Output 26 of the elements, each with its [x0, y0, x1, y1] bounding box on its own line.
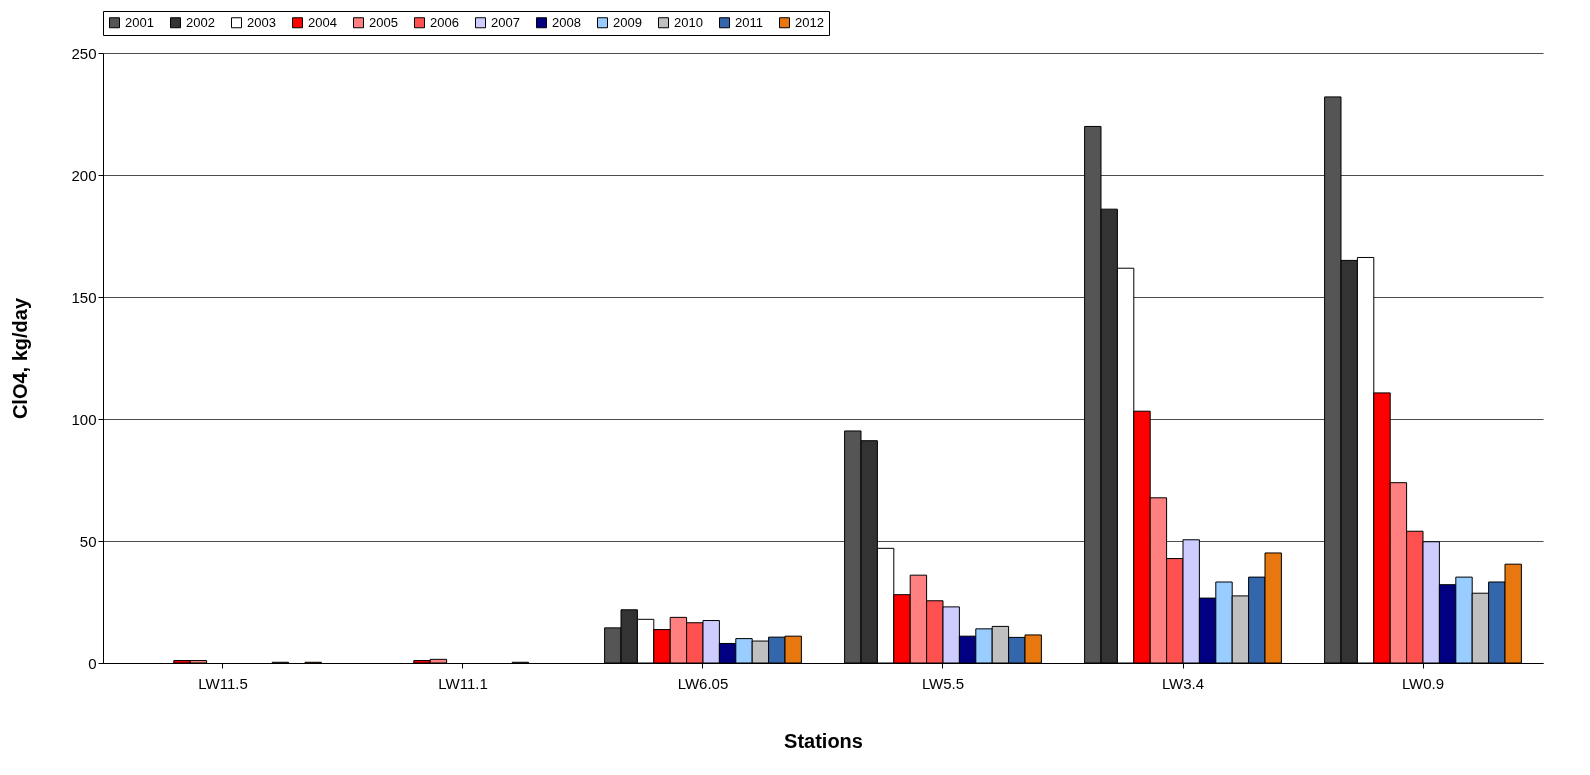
legend-label: 2007 — [491, 14, 520, 30]
x-tick-label: LW11.5 — [198, 674, 248, 692]
legend-label: 2010 — [674, 14, 703, 30]
y-tick-label: 150 — [71, 288, 97, 306]
legend-label: 2002 — [186, 14, 215, 30]
y-tick-label: 100 — [71, 410, 97, 428]
legend-label: 2006 — [430, 14, 459, 30]
legend-label: 2005 — [369, 14, 398, 30]
legend-label: 2001 — [125, 14, 154, 30]
legend-label: 2004 — [308, 14, 337, 30]
y-tick-label: 250 — [71, 44, 97, 62]
legend-label: 2011 — [735, 14, 763, 30]
x-tick-label: LW6.05 — [677, 674, 729, 692]
x-tick-label: LW5.5 — [921, 674, 965, 692]
y-tick-label: 0 — [88, 654, 97, 672]
x-tick-label: LW0.9 — [1401, 674, 1445, 692]
x-axis-title: Stations — [784, 729, 863, 752]
y-axis-title: ClO4, kg/day — [9, 297, 32, 420]
legend-label: 2012 — [795, 14, 824, 30]
y-tick-label: 50 — [79, 532, 97, 550]
y-tick-label: 200 — [71, 166, 97, 184]
legend-label: 2008 — [552, 14, 581, 30]
x-tick-label: LW3.4 — [1161, 674, 1205, 692]
x-tick-label: LW11.1 — [438, 674, 488, 692]
legend-label: 2003 — [247, 14, 276, 30]
legend-label: 2009 — [613, 14, 642, 30]
